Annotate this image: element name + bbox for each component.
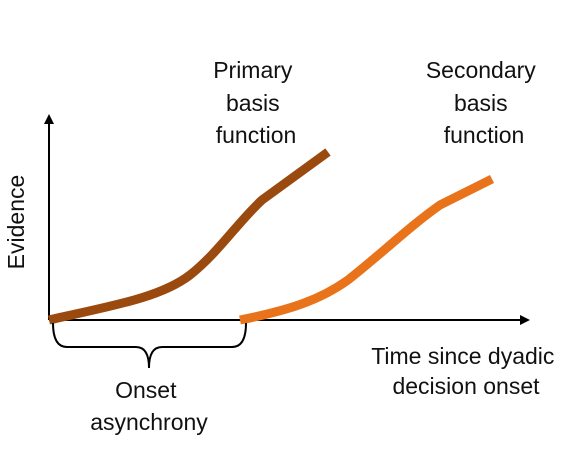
x-axis-label: Time since dyadic decision onset <box>371 343 561 399</box>
onset-asynchrony-brace <box>52 322 247 369</box>
primary-label-line-1: Primary <box>213 57 293 83</box>
x-axis-label-line-2: decision onset <box>392 373 540 399</box>
primary-basis-label: Primary basis function <box>213 57 299 148</box>
secondary-label-line-2: basis <box>454 90 508 116</box>
brace-label-line-1: Onset <box>115 377 177 403</box>
secondary-basis-label: Secondary basis function <box>426 57 542 148</box>
secondary-label-line-1: Secondary <box>426 57 536 83</box>
primary-label-line-3: function <box>216 122 297 148</box>
primary-basis-curve <box>47 148 331 325</box>
y-axis-label: Evidence <box>3 175 29 270</box>
brace-label-line-2: asynchrony <box>90 409 208 435</box>
secondary-basis-curve <box>239 174 495 325</box>
x-axis-label-line-1: Time since dyadic <box>371 343 554 369</box>
secondary-label-line-3: function <box>444 122 525 148</box>
primary-label-line-2: basis <box>226 90 280 116</box>
onset-asynchrony-label: Onset asynchrony <box>90 377 208 435</box>
